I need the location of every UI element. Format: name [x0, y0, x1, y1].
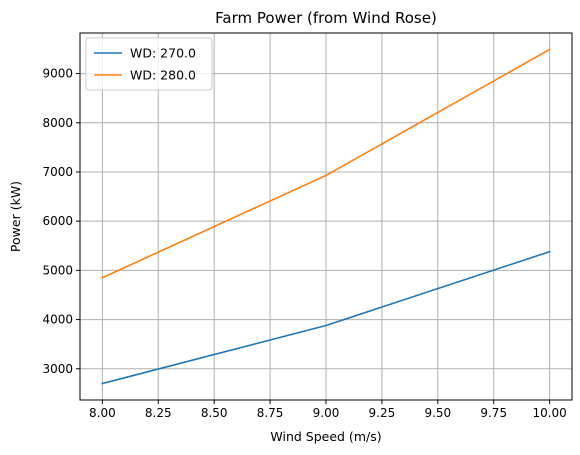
series-line — [101, 48, 551, 279]
legend-label: WD: 270.0 — [130, 46, 196, 61]
series-line — [101, 250, 551, 385]
y-tick-label: 3000 — [42, 362, 73, 376]
x-tick-label: 10.00 — [532, 406, 566, 420]
y-tick-label: 4000 — [42, 313, 73, 327]
y-tick-label: 8000 — [42, 116, 73, 130]
series-lines — [101, 48, 551, 385]
y-axis-ticks: 3000 4000 5000 6000 7000 8000 9000 — [42, 67, 80, 376]
y-tick-label: 6000 — [42, 214, 73, 228]
x-tick-label: 9.25 — [369, 406, 396, 420]
grid-lines — [80, 33, 572, 400]
x-axis-ticks: 8.00 8.25 8.50 8.75 9.00 9.25 9.50 9.75 10.00 — [89, 400, 567, 420]
x-tick-label: 9.75 — [480, 406, 507, 420]
legend: WD: 270.0 WD: 280.0 — [85, 37, 213, 91]
x-tick-label: 9.00 — [313, 406, 340, 420]
x-tick-label: 8.75 — [257, 406, 284, 420]
y-axis-label: Power (kW) — [8, 181, 23, 252]
x-tick-label: 8.50 — [201, 406, 228, 420]
y-tick-label: 9000 — [42, 67, 73, 81]
x-tick-label: 9.50 — [424, 406, 451, 420]
legend-box — [85, 37, 213, 91]
x-tick-label: 8.00 — [89, 406, 116, 420]
x-axis-label: Wind Speed (m/s) — [270, 429, 381, 444]
legend-items: WD: 270.0 WD: 280.0 — [94, 46, 196, 83]
legend-label: WD: 280.0 — [130, 68, 196, 83]
chart-title: Farm Power (from Wind Rose) — [215, 9, 437, 27]
x-tick-label: 8.25 — [145, 406, 172, 420]
y-tick-label: 5000 — [42, 263, 73, 277]
y-tick-label: 7000 — [42, 165, 73, 179]
